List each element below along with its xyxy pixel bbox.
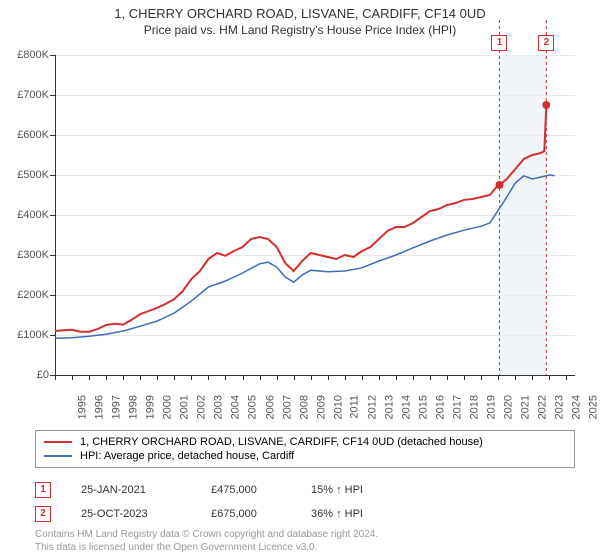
chart-subtitle: Price paid vs. HM Land Registry's House …: [0, 21, 600, 37]
legend-swatch: [44, 441, 72, 443]
plot-area: [55, 55, 575, 375]
x-axis-label: 2011: [348, 395, 360, 419]
legend-label: HPI: Average price, detached house, Card…: [80, 450, 294, 462]
x-axis-label: 2013: [383, 395, 395, 419]
sale-marker-box: 1: [491, 35, 507, 51]
chart-title: 1, CHERRY ORCHARD ROAD, LISVANE, CARDIFF…: [0, 0, 600, 21]
legend-row: HPI: Average price, detached house, Card…: [44, 449, 566, 463]
x-axis-label: 2023: [554, 395, 566, 419]
x-axis-label: 2005: [247, 395, 259, 419]
x-axis-label: 2002: [196, 395, 208, 419]
x-axis-label: 2022: [537, 395, 549, 419]
x-axis-label: 2012: [366, 395, 378, 419]
x-axis-label: 2008: [298, 395, 310, 419]
x-axis-label: 2000: [162, 395, 174, 419]
x-axis-label: 2019: [486, 395, 498, 419]
y-axis-label: £400K: [4, 209, 49, 221]
x-axis-label: 2025: [588, 395, 600, 419]
x-axis-label: 1999: [145, 395, 157, 419]
legend: 1, CHERRY ORCHARD ROAD, LISVANE, CARDIFF…: [35, 430, 575, 468]
x-axis-label: 1998: [128, 395, 140, 419]
x-axis-label: 2001: [179, 395, 191, 419]
x-axis-label: 1995: [76, 395, 88, 419]
x-axis-label: 2010: [332, 395, 344, 419]
y-axis-label: £600K: [4, 129, 49, 141]
x-axis-line: [55, 375, 575, 376]
sale-row-hpi: 15% ↑ HPI: [311, 484, 411, 496]
x-axis-label: 2003: [213, 395, 225, 419]
y-axis-label: £0: [4, 369, 49, 381]
x-axis-label: 2006: [264, 395, 276, 419]
sale-row-price: £675,000: [211, 508, 311, 520]
series-property: [55, 103, 549, 332]
sale-row-marker: 2: [35, 506, 51, 522]
x-axis-label: 2020: [503, 395, 515, 419]
y-axis-label: £200K: [4, 289, 49, 301]
sale-row-date: 25-OCT-2023: [81, 508, 211, 520]
x-axis-label: 1997: [111, 395, 123, 419]
y-axis-label: £100K: [4, 329, 49, 341]
highlight-band: [499, 55, 546, 375]
x-axis-label: 1996: [94, 395, 106, 419]
x-axis-label: 2004: [230, 395, 242, 419]
x-axis-label: 2015: [417, 395, 429, 419]
series-hpi: [55, 175, 555, 338]
sale-marker-box: 2: [538, 35, 554, 51]
sale-point: [495, 181, 503, 189]
legend-swatch: [44, 455, 72, 457]
x-axis-label: 2024: [571, 395, 583, 419]
y-axis-label: £800K: [4, 49, 49, 61]
chart-container: 1, CHERRY ORCHARD ROAD, LISVANE, CARDIFF…: [0, 0, 600, 560]
x-axis-label: 2017: [452, 395, 464, 419]
footer: Contains HM Land Registry data © Crown c…: [35, 528, 378, 554]
footer-line2: This data is licensed under the Open Gov…: [35, 541, 378, 554]
y-axis-label: £500K: [4, 169, 49, 181]
sale-row: 2 25-OCT-2023£675,00036% ↑ HPI: [35, 502, 575, 526]
sale-rows: 1 25-JAN-2021£475,00015% ↑ HPI 2 25-OCT-202…: [35, 478, 575, 526]
footer-line1: Contains HM Land Registry data © Crown c…: [35, 528, 378, 541]
legend-label: 1, CHERRY ORCHARD ROAD, LISVANE, CARDIFF…: [80, 436, 483, 448]
x-axis-label: 2007: [281, 395, 293, 419]
x-axis-label: 2016: [435, 395, 447, 419]
x-axis-label: 2014: [400, 395, 412, 419]
sale-row-date: 25-JAN-2021: [81, 484, 211, 496]
x-axis-label: 2021: [520, 395, 532, 419]
sale-row-hpi: 36% ↑ HPI: [311, 508, 411, 520]
sale-row-marker: 1: [35, 482, 51, 498]
x-axis-label: 2018: [469, 395, 481, 419]
y-axis-label: £700K: [4, 89, 49, 101]
y-axis-label: £300K: [4, 249, 49, 261]
legend-row: 1, CHERRY ORCHARD ROAD, LISVANE, CARDIFF…: [44, 435, 566, 449]
sale-row: 1 25-JAN-2021£475,00015% ↑ HPI: [35, 478, 575, 502]
x-axis-label: 2009: [315, 395, 327, 419]
sale-point: [542, 101, 550, 109]
sale-row-price: £475,000: [211, 484, 311, 496]
